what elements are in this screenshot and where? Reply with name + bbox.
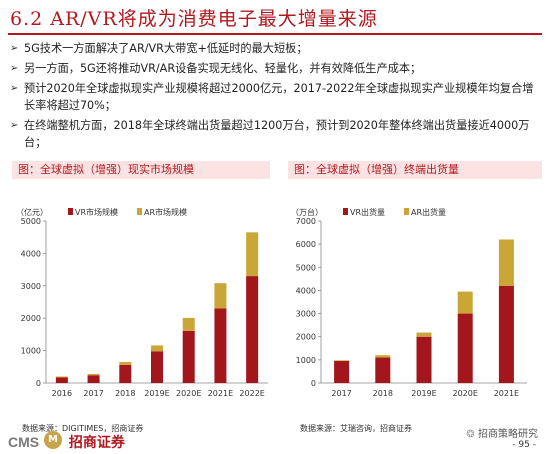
vr-bar bbox=[87, 375, 100, 383]
ar-bar bbox=[334, 360, 350, 362]
vr-bar bbox=[416, 336, 432, 383]
y-tick-label: 5000 bbox=[296, 263, 316, 272]
title-divider bbox=[8, 33, 542, 35]
y-unit-label: （亿元） bbox=[16, 207, 48, 217]
page-number: - 95 - bbox=[512, 440, 536, 450]
bullet-item: 预计2020年全球虚拟现实产业规模将超过2000亿元，2017-2022年全球虚… bbox=[10, 80, 542, 114]
x-tick-label: 2017 bbox=[83, 389, 103, 398]
ar-bar bbox=[375, 355, 391, 358]
ar-bar bbox=[214, 283, 227, 309]
x-tick-label: 2017 bbox=[331, 389, 351, 398]
ar-bar bbox=[182, 317, 195, 331]
vr-bar bbox=[498, 285, 514, 383]
right-chart-source: 数据来源：艾瑞咨询，招商证券 bbox=[300, 424, 412, 433]
y-tick-label: 2000 bbox=[296, 333, 316, 342]
x-tick-label: 2022E bbox=[239, 389, 264, 398]
wechat-icon: ❂ bbox=[466, 429, 475, 440]
legend-label: VR出货量 bbox=[350, 207, 385, 217]
cms-logo: CMS 招商证券 bbox=[8, 432, 125, 452]
y-tick-label: 1000 bbox=[21, 347, 41, 356]
vr-ar-market-size-chart: （亿元） VR市场规模 AR市场规模 0 1000 2000 3000 4000 5000 201… bbox=[16, 207, 268, 398]
ar-bar bbox=[55, 376, 68, 378]
y-tick-label: 7000 bbox=[296, 217, 316, 226]
vr-bar bbox=[214, 308, 227, 383]
y-tick-label: 4000 bbox=[21, 249, 41, 258]
legend-label: AR市场规模 bbox=[144, 207, 187, 217]
y-tick-label: 1000 bbox=[296, 356, 316, 365]
x-tick-label: 2016 bbox=[52, 389, 72, 398]
y-tick-label: 4000 bbox=[296, 286, 316, 295]
vr-bar bbox=[151, 351, 163, 383]
logo-badge-icon: M bbox=[44, 431, 62, 449]
vr-bar bbox=[457, 313, 473, 383]
ar-bar bbox=[119, 361, 132, 365]
x-tick-label: 2020E bbox=[176, 389, 201, 398]
y-unit-label: （万台） bbox=[291, 207, 323, 217]
ar-bar bbox=[416, 332, 432, 337]
y-tick-label: 5000 bbox=[21, 217, 41, 226]
bullet-item: 另一方面，5G还将推动VR/AR设备实现无线化、轻量化，并有效降低生产成本； bbox=[10, 60, 542, 77]
y-tick-label: 2000 bbox=[21, 314, 41, 323]
y-tick-label: 0 bbox=[311, 379, 316, 388]
legend-swatch bbox=[68, 208, 73, 215]
x-tick-label: 2018 bbox=[373, 389, 393, 398]
vr-bar bbox=[334, 361, 350, 383]
ar-bar bbox=[457, 291, 473, 314]
vr-bar bbox=[119, 364, 132, 383]
legend-label: AR出货量 bbox=[411, 207, 446, 217]
wechat-account: 招商策略研究 bbox=[478, 429, 538, 440]
left-chart-heading: 图：全球虚拟（增强）现实市场规模 bbox=[12, 161, 270, 179]
bullet-item: 在终端整机方面，2018年全球终端出货量超过1200万台，预计到2020年整体终… bbox=[10, 117, 542, 151]
x-tick-label: 2018 bbox=[115, 389, 135, 398]
legend-swatch bbox=[343, 208, 348, 215]
ar-bar bbox=[246, 232, 259, 277]
vr-bar bbox=[182, 330, 195, 383]
ar-bar bbox=[87, 373, 100, 376]
cms-logo-text: CMS bbox=[8, 434, 40, 450]
bullet-item: 5G技术一方面解决了AR/VR大带宽+低延时的最大短板； bbox=[10, 40, 542, 57]
x-tick-label: 2021E bbox=[494, 389, 519, 398]
bullet-list: 5G技术一方面解决了AR/VR大带宽+低延时的最大短板； 另一方面，5G还将推动… bbox=[10, 40, 542, 154]
vr-ar-shipments-chart: （万台） VR出货量 AR出货量 0 1000 2000 3000 4000 5000 6000 7… bbox=[291, 207, 527, 398]
wechat-watermark: ❂ 招商策略研究 bbox=[466, 425, 538, 440]
x-tick-label: 2019E bbox=[411, 389, 436, 398]
y-tick-label: 3000 bbox=[21, 282, 41, 291]
ar-bar bbox=[151, 345, 163, 352]
legend-swatch bbox=[137, 208, 142, 215]
right-chart-heading: 图：全球虚拟（增强）终端出货量 bbox=[288, 161, 542, 179]
ar-bar bbox=[498, 239, 514, 286]
company-name: 招商证券 bbox=[68, 434, 125, 450]
slide-title: 6.2 AR/VR将成为消费电子最大增量来源 bbox=[10, 8, 378, 30]
y-tick-label: 0 bbox=[36, 379, 41, 388]
vr-bar bbox=[375, 357, 391, 383]
left-chart-source: 数据来源：DIGITIMES，招商证券 bbox=[22, 424, 144, 433]
vr-bar bbox=[55, 377, 68, 383]
x-tick-label: 2019E bbox=[144, 389, 169, 398]
y-tick-label: 6000 bbox=[296, 240, 316, 249]
x-tick-label: 2020E bbox=[452, 389, 477, 398]
legend-label: VR市场规模 bbox=[75, 207, 118, 217]
legend-swatch bbox=[404, 208, 409, 215]
x-tick-label: 2021E bbox=[208, 389, 233, 398]
y-tick-label: 3000 bbox=[296, 310, 316, 319]
vr-bar bbox=[246, 276, 259, 383]
